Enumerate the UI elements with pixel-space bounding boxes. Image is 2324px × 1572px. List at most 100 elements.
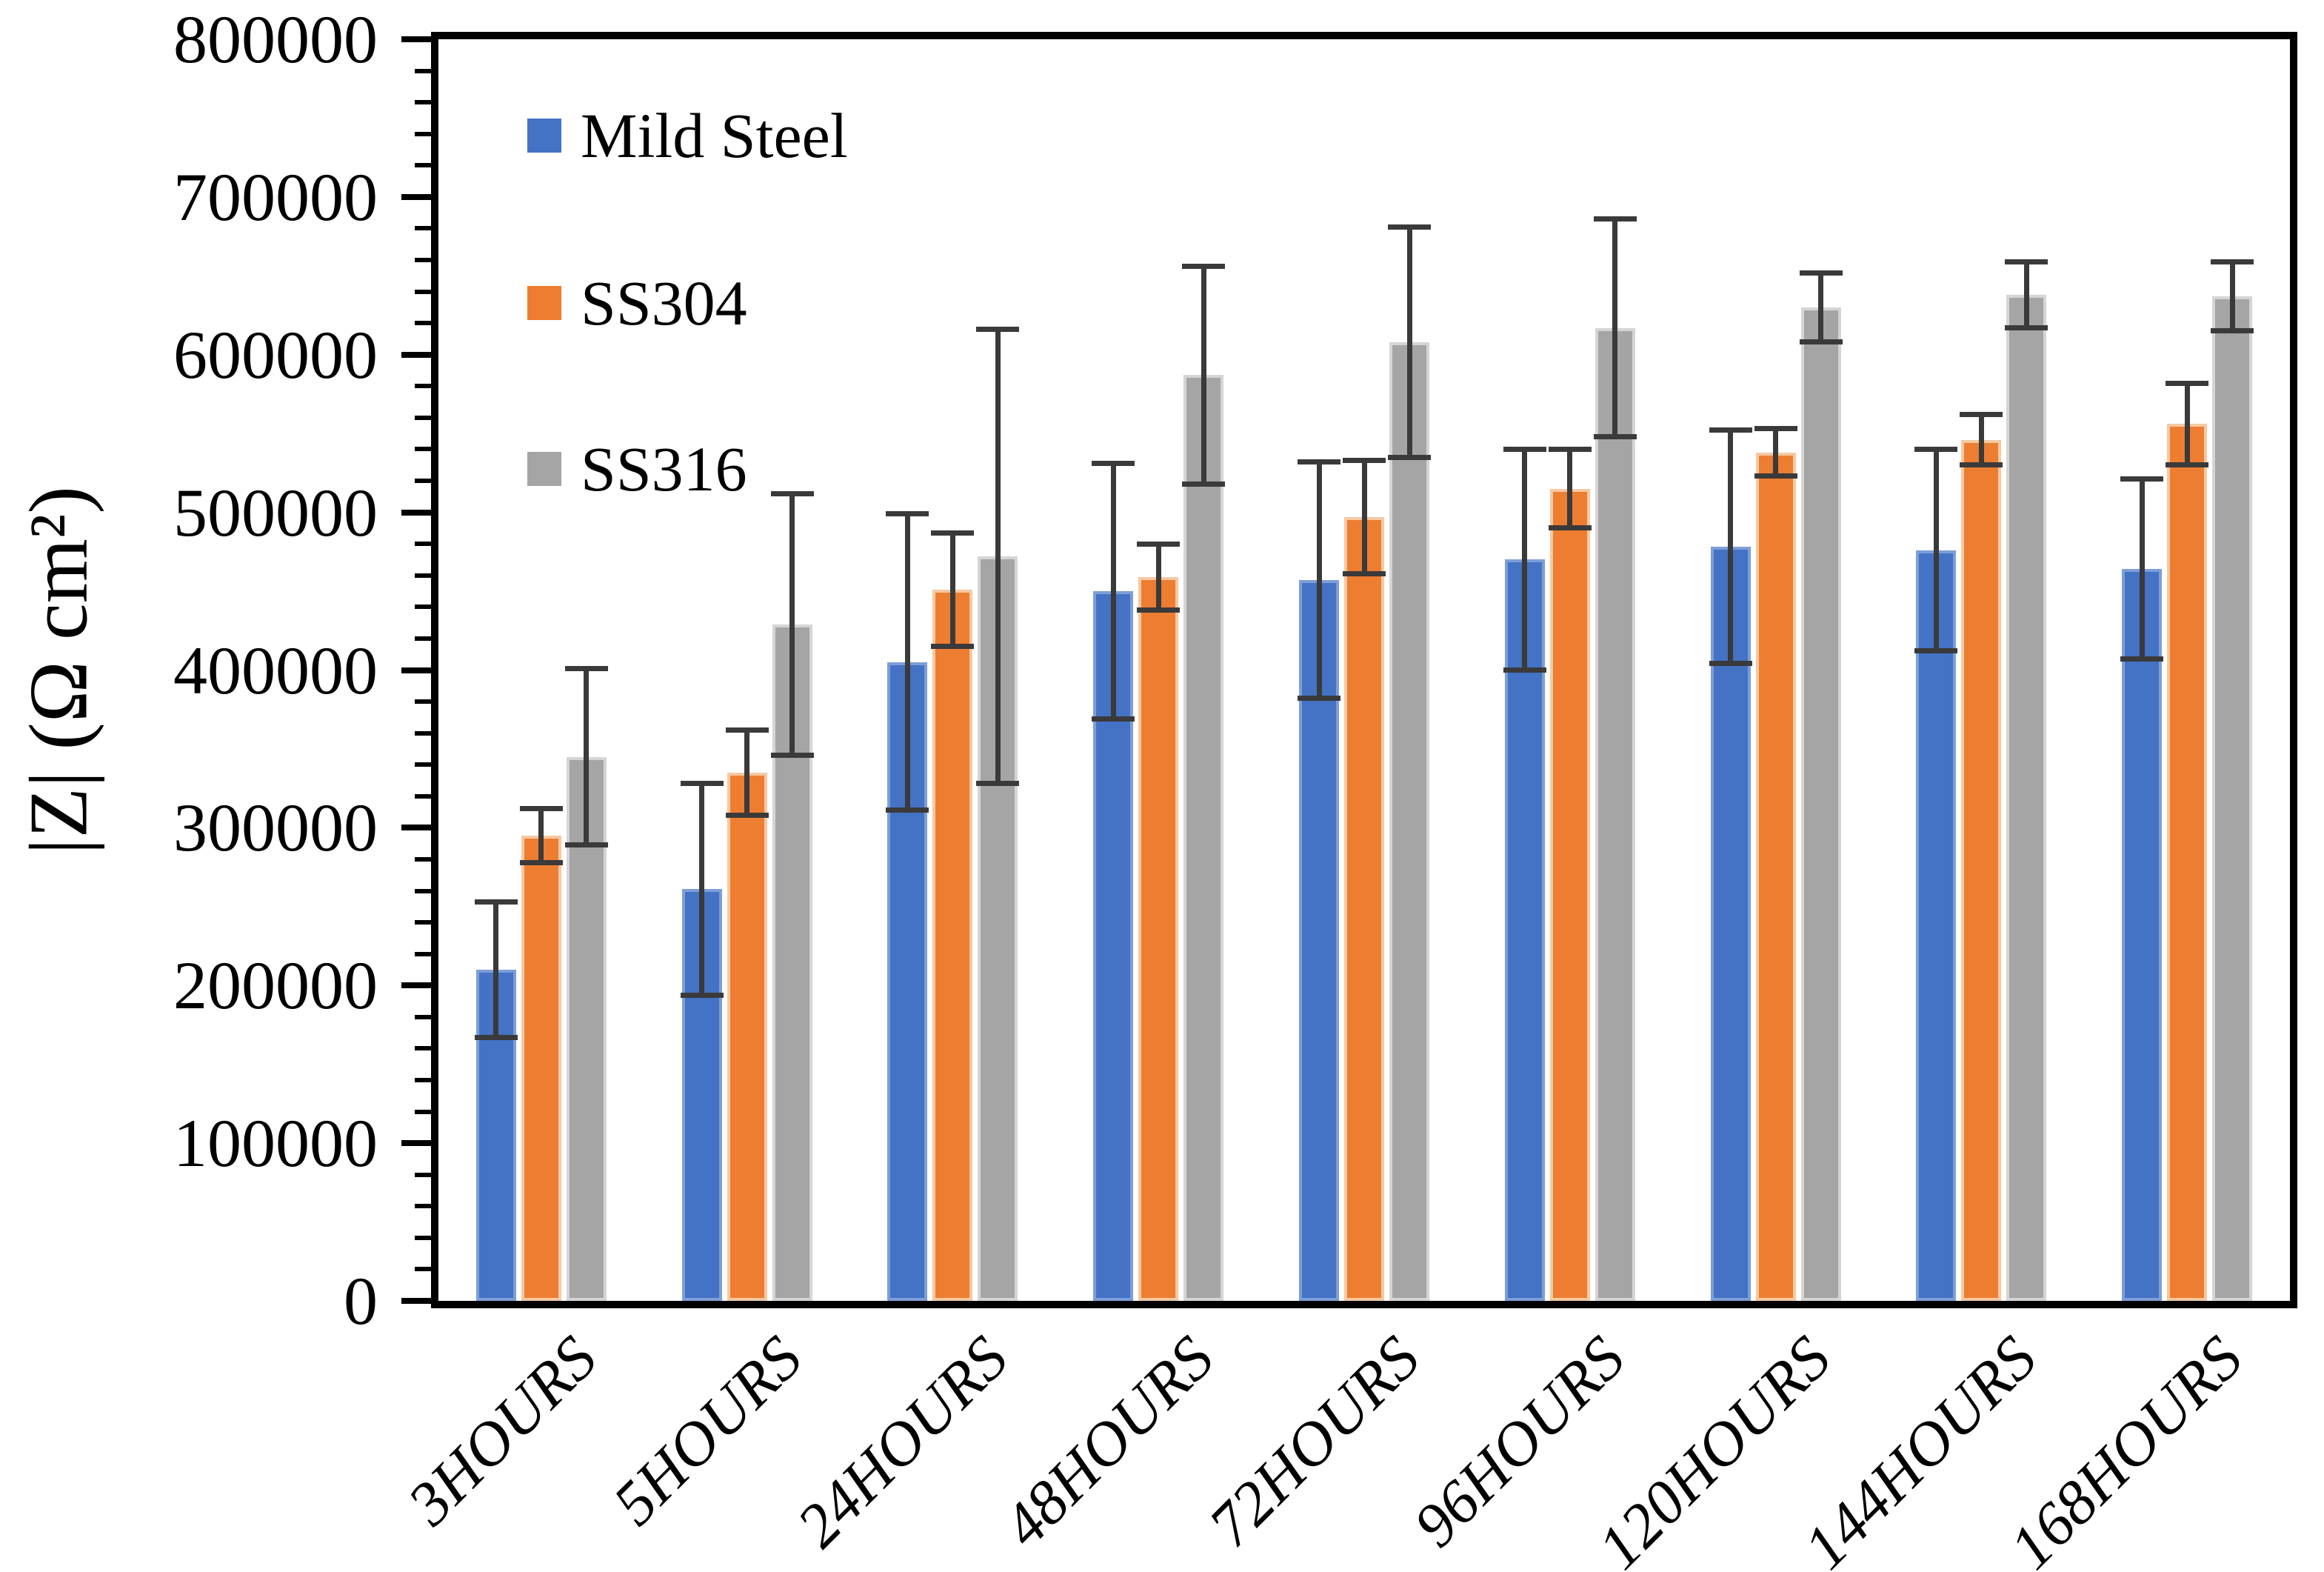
error-bar-cap-top	[2211, 259, 2254, 264]
y-tick-label: 800000	[173, 1, 378, 77]
error-bar-cap-top	[680, 781, 724, 787]
error-bar-line	[2229, 262, 2235, 331]
bar-ss304-48hours	[1138, 576, 1179, 1301]
legend-label: Mild Steel	[581, 100, 848, 171]
y-minor-tick	[415, 226, 437, 231]
error-bar-cap-top	[1343, 457, 1386, 463]
y-minor-tick	[415, 1014, 437, 1019]
legend-label: SS316	[581, 433, 747, 504]
y-minor-tick	[415, 699, 437, 705]
error-bar-cap-bottom	[1754, 473, 1797, 479]
bar-ss304-120hours	[1755, 452, 1796, 1301]
legend-swatch-icon	[527, 119, 561, 153]
error-bar-line	[949, 533, 955, 647]
error-bar-cap-top	[1914, 446, 1958, 452]
error-bar-cap-bottom	[1503, 667, 1546, 673]
y-minor-tick	[415, 856, 437, 862]
error-bar-cap-top	[2166, 380, 2209, 386]
y-minor-tick	[415, 1046, 437, 1051]
bar-ss316-96hours	[1595, 327, 1635, 1301]
y-major-tick	[401, 351, 437, 358]
y-minor-tick	[415, 1109, 437, 1114]
error-bar-cap-top	[976, 327, 1020, 333]
bar-ss304-96hours	[1549, 488, 1590, 1301]
error-bar-cap-top	[1960, 412, 2003, 418]
y-minor-tick	[415, 68, 437, 73]
error-bar-cap-bottom	[931, 644, 975, 650]
error-bar-line	[1567, 449, 1573, 528]
bar-mild-steel-96hours	[1504, 559, 1545, 1301]
error-bar-cap-top	[2005, 259, 2048, 264]
y-major-tick	[401, 1140, 437, 1147]
y-major-tick	[401, 982, 437, 989]
error-bar-cap-bottom	[1709, 661, 1752, 667]
error-bar-line	[538, 808, 544, 863]
bar-ss304-24hours	[932, 589, 973, 1301]
error-bar-line	[584, 668, 590, 845]
error-bar-line	[995, 329, 1001, 784]
y-minor-tick	[415, 1235, 437, 1240]
y-minor-tick	[415, 573, 437, 578]
error-bar-line	[2184, 383, 2190, 465]
error-bar-cap-bottom	[474, 1034, 518, 1040]
y-tick-label: 100000	[173, 1105, 378, 1182]
error-bar-line	[1978, 414, 1984, 465]
error-bar-line	[699, 783, 705, 996]
error-bar-cap-top	[725, 727, 769, 733]
error-bar-cap-bottom	[1092, 716, 1135, 722]
bar-ss304-144hours	[1961, 439, 2002, 1301]
error-bar-cap-top	[1593, 216, 1637, 222]
error-bar-line	[1110, 463, 1116, 719]
y-minor-tick	[415, 1172, 437, 1177]
x-tick-label-text: 48HOURS	[989, 1323, 1227, 1561]
error-bar-cap-bottom	[1343, 571, 1386, 577]
legend-item-mild-steel: Mild Steel	[527, 104, 848, 167]
y-minor-tick	[415, 131, 437, 136]
bar-mild-steel-48hours	[1093, 591, 1134, 1301]
y-axis-title: |Z| (Ω cm²)	[13, 486, 105, 855]
error-bar-cap-top	[519, 806, 563, 812]
bar-ss316-48hours	[1183, 375, 1224, 1301]
y-minor-tick	[415, 384, 437, 389]
error-bar-line	[1406, 227, 1412, 458]
error-bar-cap-top	[1092, 461, 1135, 467]
error-bar-cap-bottom	[1388, 454, 1431, 460]
y-minor-tick	[415, 951, 437, 956]
y-minor-tick	[415, 289, 437, 294]
error-bar-cap-bottom	[1960, 462, 2003, 468]
y-minor-tick	[415, 1204, 437, 1209]
error-bar-cap-bottom	[1593, 433, 1637, 439]
y-minor-tick	[415, 542, 437, 547]
bar-mild-steel-168hours	[2122, 569, 2163, 1301]
error-bar-cap-top	[474, 899, 518, 905]
error-bar-cap-bottom	[1298, 696, 1340, 702]
legend-item-ss316: SS316	[527, 437, 747, 501]
y-minor-tick	[415, 415, 437, 420]
y-minor-tick	[415, 636, 437, 641]
error-bar-line	[1728, 430, 1734, 664]
error-bar-line	[1933, 449, 1939, 651]
y-tick-label: 600000	[173, 316, 378, 393]
error-bar-cap-bottom	[886, 807, 929, 813]
y-major-tick	[401, 1298, 437, 1304]
bar-ss304-72hours	[1344, 517, 1384, 1301]
error-bar-line	[2139, 479, 2145, 659]
x-tick-label-text: 24HOURS	[784, 1323, 1021, 1561]
error-bar-line	[1155, 544, 1161, 610]
y-minor-tick	[415, 793, 437, 799]
error-bar-cap-top	[1137, 541, 1181, 547]
error-bar-cap-bottom	[976, 781, 1020, 787]
error-bar-line	[1316, 462, 1322, 699]
error-bar-cap-top	[1548, 446, 1592, 452]
bar-ss316-72hours	[1389, 342, 1429, 1301]
y-major-tick	[401, 36, 437, 42]
error-bar-cap-bottom	[1799, 339, 1843, 345]
error-bar-cap-bottom	[1914, 648, 1958, 654]
error-bar-cap-bottom	[2166, 462, 2209, 468]
error-bar-cap-bottom	[1137, 607, 1181, 613]
y-minor-tick	[415, 1267, 437, 1272]
error-bar-cap-bottom	[1182, 481, 1226, 487]
y-minor-tick	[415, 1077, 437, 1082]
legend-label: SS304	[581, 267, 747, 339]
error-bar-cap-bottom	[1548, 525, 1592, 531]
